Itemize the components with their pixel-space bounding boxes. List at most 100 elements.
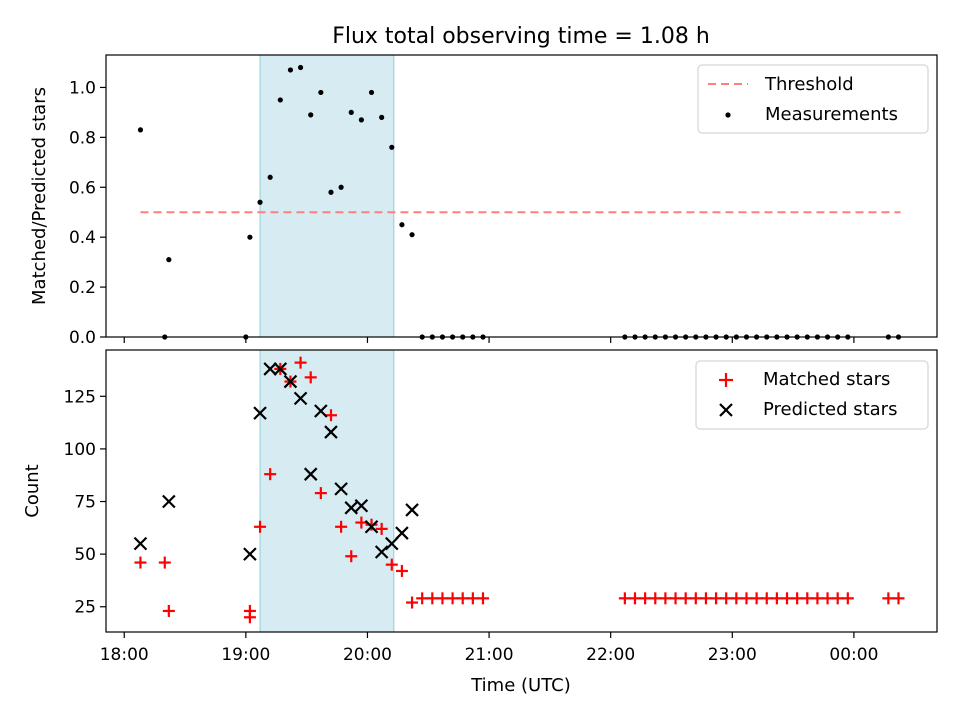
count-x-tick-label: 21:00 xyxy=(465,645,514,665)
ratio-y-tick-label: 0.4 xyxy=(69,228,96,248)
matched-star-point xyxy=(659,592,672,605)
ratio-y-tick-label: 0.2 xyxy=(69,278,96,298)
predicted-star-point xyxy=(314,404,328,418)
count-panel: 18:00 19:00 20:00 21:00 22:00 23:00 00:00 25 50… xyxy=(22,349,938,696)
ratio-panel: 0.0 0.2 0.4 0.6 0.8 1.0 Matched/Predicted sta… xyxy=(29,54,938,348)
matched-star-point xyxy=(314,487,327,500)
count-x-tick-label: 20:00 xyxy=(343,645,392,665)
matched-star-point xyxy=(649,592,662,605)
matched-star-point xyxy=(294,356,307,369)
predicted-star-point xyxy=(263,362,277,376)
matched-star-point xyxy=(730,592,743,605)
measurement-point xyxy=(348,109,354,115)
count-x-tick-label: 22:00 xyxy=(586,645,635,665)
ratio-legend: Threshold Measurements xyxy=(697,64,929,134)
matched-star-point xyxy=(426,592,439,605)
matched-star-point xyxy=(821,592,834,605)
ratio-y-axis-label: Matched/Predicted stars xyxy=(29,87,50,305)
matched-star-point xyxy=(304,371,317,384)
matched-star-point xyxy=(669,592,682,605)
count-y-tick-label: 50 xyxy=(74,545,96,565)
measurement-point xyxy=(389,144,395,150)
chart-title: Flux total observing time = 1.08 h xyxy=(332,24,710,49)
matched-star-point xyxy=(689,592,702,605)
measurement-point xyxy=(368,89,375,96)
matched-star-point xyxy=(385,558,398,571)
measurement-point xyxy=(338,184,344,190)
matched-star-point xyxy=(760,592,773,605)
matched-star-point xyxy=(375,522,388,535)
measurement-point xyxy=(328,189,334,195)
measurement-point xyxy=(318,89,324,96)
measurement-point xyxy=(409,232,415,238)
predicted-star-point xyxy=(385,536,399,551)
matched-star-point xyxy=(781,592,794,605)
legend-threshold-label: Threshold xyxy=(764,74,854,95)
predicted-star-point xyxy=(344,501,359,515)
predicted-star-point xyxy=(364,519,379,534)
count-shaded-interval xyxy=(259,349,395,633)
matched-star-point xyxy=(679,592,692,605)
predicted-star-point xyxy=(293,391,308,406)
count-y-tick-label: 100 xyxy=(64,440,96,460)
legend-matched-swatch xyxy=(719,373,733,387)
matched-star-point xyxy=(395,564,408,577)
count-x-tick-label: 23:00 xyxy=(708,645,757,665)
measurement-point xyxy=(247,234,253,240)
legend-measurements-label: Measurements xyxy=(765,104,898,125)
matched-star-point xyxy=(831,592,844,605)
predicted-star-point xyxy=(253,406,267,420)
ratio-y-tick-label: 0.8 xyxy=(69,128,96,148)
matched-star-point xyxy=(710,592,723,605)
ratio-y-tick-label: 1.0 xyxy=(69,78,96,98)
matched-star-point xyxy=(436,592,449,605)
measurement-point xyxy=(399,222,405,228)
predicted-star-point xyxy=(283,374,298,389)
matched-star-point xyxy=(770,592,783,605)
predicted-star-point xyxy=(405,503,419,517)
matched-star-point xyxy=(335,520,348,533)
matched-star-point xyxy=(740,592,753,605)
matched-star-point xyxy=(243,611,256,624)
matched-star-point xyxy=(801,592,814,605)
measurement-point xyxy=(166,257,172,263)
matched-star-point xyxy=(406,596,419,609)
measurement-point xyxy=(257,199,263,205)
ratio-y-tick-label: 0.6 xyxy=(69,178,96,198)
matched-star-point xyxy=(811,592,824,605)
legend-predicted-swatch xyxy=(719,403,733,417)
count-plot-frame xyxy=(105,349,938,633)
matched-star-point xyxy=(699,592,712,605)
matched-star-point xyxy=(355,516,368,529)
count-legend: Matched stars Predicted stars xyxy=(695,360,929,430)
predicted-star-point xyxy=(324,425,338,439)
measurement-point xyxy=(358,117,364,123)
ratio-plot-frame xyxy=(105,54,938,338)
predicted-star-point xyxy=(334,482,348,496)
predicted-star-point xyxy=(303,467,318,481)
measurement-point xyxy=(297,64,304,71)
matched-star-point xyxy=(446,592,459,605)
predicted-star-point xyxy=(243,547,257,561)
predicted-star-point xyxy=(354,498,369,513)
matched-star-point xyxy=(720,592,733,605)
count-y-tick-label: 25 xyxy=(74,598,96,618)
count-x-tick-label: 18:00 xyxy=(100,645,149,665)
matched-star-point xyxy=(841,592,854,605)
ratio-y-tick-label: 0.0 xyxy=(69,328,96,348)
matched-star-point xyxy=(158,556,171,569)
count-y-tick-label: 75 xyxy=(74,493,96,513)
predicted-star-point xyxy=(273,362,288,376)
legend-measurements-swatch xyxy=(725,112,731,118)
matched-star-point xyxy=(476,592,489,605)
matched-star-point xyxy=(345,550,358,563)
predicted-star-point xyxy=(374,545,389,559)
ratio-shaded-interval xyxy=(259,54,395,338)
measurement-point xyxy=(267,174,273,180)
matched-star-point xyxy=(365,518,378,531)
matched-star-point xyxy=(892,592,905,605)
matched-star-point xyxy=(324,409,337,422)
matched-star-point xyxy=(629,592,642,605)
measurement-point xyxy=(287,67,294,73)
